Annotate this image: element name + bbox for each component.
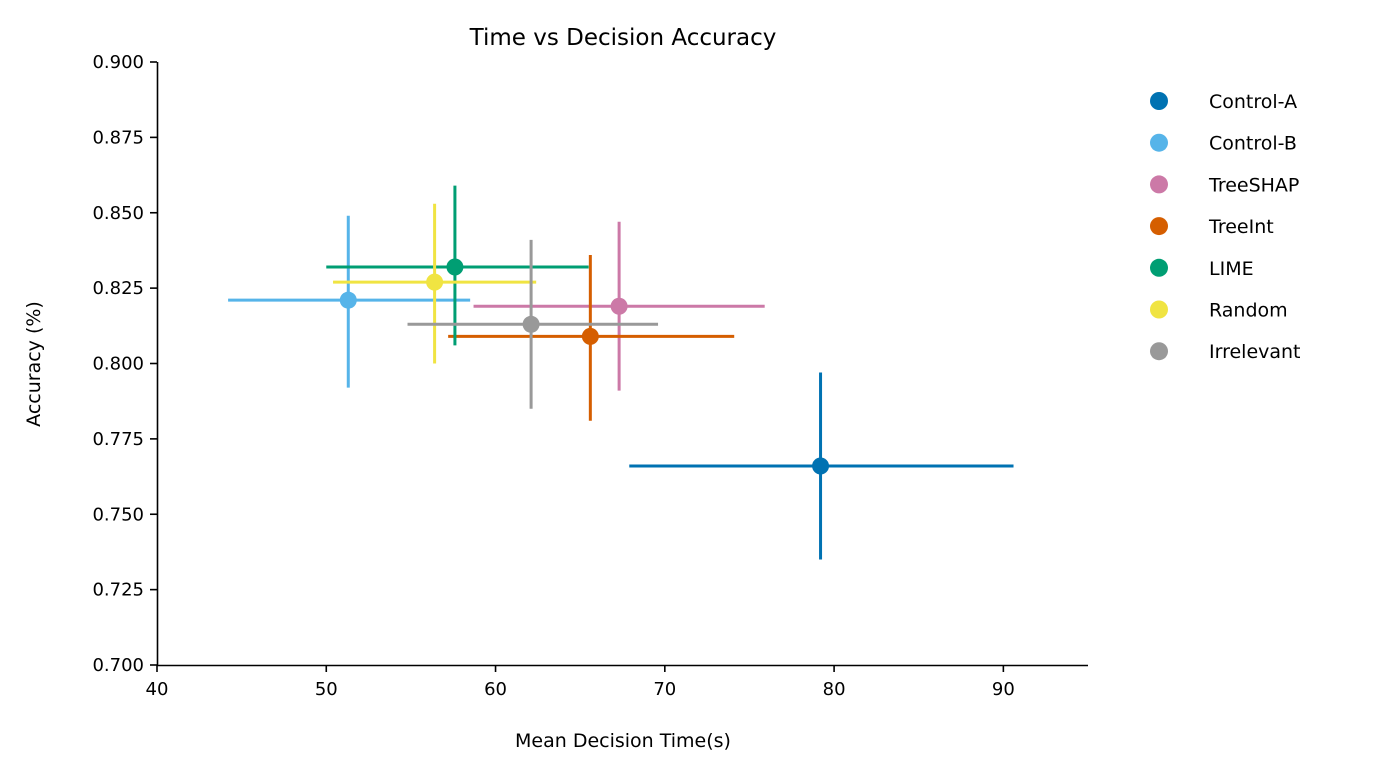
y-tick-label: 0.725 [92,580,144,601]
legend-label-irrelevant: Irrelevant [1209,341,1301,363]
y-tick-label: 0.750 [92,504,144,525]
legend-marker-treeint [1150,217,1168,236]
point-treeshap [610,297,628,315]
legend-label-random: Random [1209,300,1288,322]
x-tick-label: 40 [146,679,169,700]
legend-marker-random [1150,300,1168,319]
y-tick-label: 0.775 [92,429,144,450]
x-tick-label: 70 [653,679,676,700]
legend-label-treeint: TreeInt [1208,216,1274,238]
point-random [426,273,444,291]
point-control-a [812,457,830,475]
chart-title: Time vs Decision Accuracy [469,25,777,51]
legend-marker-lime [1150,258,1168,277]
point-treeint [581,327,599,345]
legend-marker-control-a [1150,92,1168,110]
x-tick-label: 50 [315,679,338,700]
y-ticks: 0.700 0.725 0.750 0.775 0.800 0.825 0.850 0.875… [92,52,157,676]
x-tick-label: 90 [992,679,1015,700]
x-tick-label: 80 [823,679,846,700]
y-tick-label: 0.700 [92,655,144,676]
legend-label-lime: LIME [1209,258,1254,280]
y-tick-label: 0.900 [92,52,144,73]
point-irrelevant [522,315,540,333]
x-ticks: 40 50 60 70 80 90 [146,665,1015,700]
legend-label-treeshap: TreeSHAP [1208,174,1299,196]
legend-marker-treeshap [1150,175,1168,194]
legend-marker-irrelevant [1150,342,1168,361]
x-tick-label: 60 [484,679,507,700]
y-tick-label: 0.850 [92,203,144,224]
point-control-b [339,291,357,309]
legend-label-control-b: Control-B [1209,133,1297,155]
legend: Control-A Control-B TreeSHAP TreeInt LIME Ran… [1150,91,1301,363]
error-bars [228,185,1014,560]
y-tick-label: 0.825 [92,278,144,299]
x-axis-label: Mean Decision Time(s) [515,730,731,752]
data-points [339,258,830,475]
point-lime [446,258,464,276]
y-tick-label: 0.800 [92,354,144,375]
legend-label-control-a: Control-A [1209,91,1297,113]
y-axis-label: Accuracy (%) [23,301,45,427]
legend-marker-control-b [1150,133,1168,152]
y-tick-label: 0.875 [92,127,144,148]
